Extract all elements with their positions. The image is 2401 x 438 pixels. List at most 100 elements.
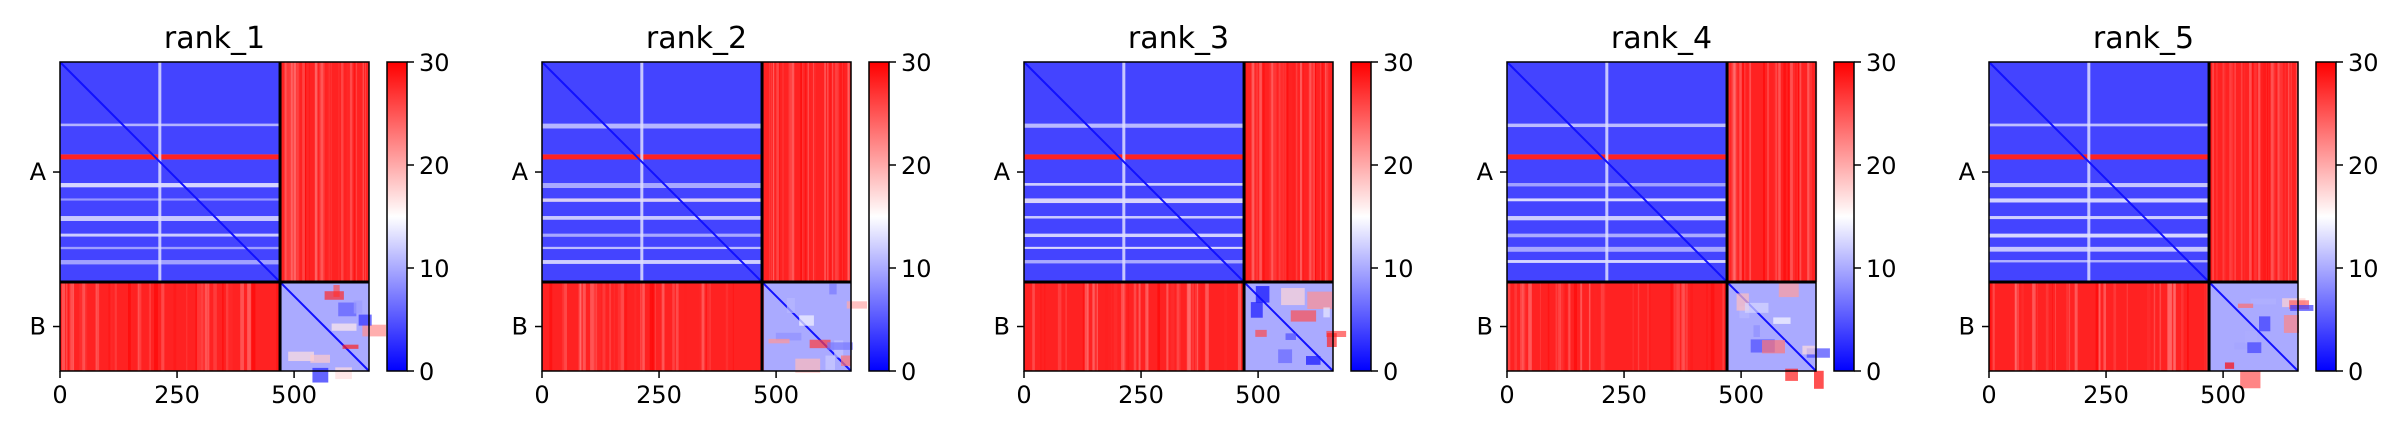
texture-row xyxy=(1507,260,1728,263)
texture-streak xyxy=(2167,282,2169,371)
texture-streak xyxy=(2148,282,2151,371)
texture-row xyxy=(1024,246,1245,249)
texture-patch xyxy=(1778,282,1799,298)
x-tick-label: 0 xyxy=(1016,381,1031,409)
texture-streak xyxy=(582,282,586,371)
texture-streak xyxy=(1258,62,1262,283)
texture-streak xyxy=(829,62,831,283)
colorbar xyxy=(2316,62,2336,371)
diagonal-line xyxy=(1023,61,1334,372)
texture-streak xyxy=(1314,62,1317,283)
heatmap-panel-rank_3: rank_3 0 250 500 A B 0 10 20 30 xyxy=(994,21,1414,409)
texture-streak xyxy=(2210,62,2212,283)
texture-streak xyxy=(649,282,653,371)
texture-patch xyxy=(799,315,814,326)
texture-streak xyxy=(2229,62,2232,283)
texture-streak xyxy=(1205,282,1209,371)
diagonal-line xyxy=(1506,61,1817,372)
texture-streak xyxy=(2269,62,2272,283)
texture-streak xyxy=(1122,282,1126,371)
colorbar-tick-label: 10 xyxy=(419,255,450,283)
texture-streak xyxy=(322,62,325,283)
texture-streak xyxy=(1084,282,1089,371)
texture-patch xyxy=(1305,356,1321,365)
texture-patch xyxy=(331,323,357,331)
colorbar-tick-label: 20 xyxy=(901,152,932,180)
texture-streak xyxy=(1632,282,1634,371)
texture-streak xyxy=(1044,282,1046,371)
texture-streak xyxy=(816,62,818,283)
texture-streak xyxy=(1739,62,1742,283)
texture-streak xyxy=(1308,62,1310,283)
texture-streak xyxy=(2173,282,2176,371)
texture-streak xyxy=(148,282,150,371)
texture-streak xyxy=(2016,282,2019,371)
texture-patch xyxy=(1326,333,1337,348)
texture-streak xyxy=(346,62,349,283)
texture-patch xyxy=(353,300,363,314)
colorbar-frame xyxy=(1350,61,1372,372)
texture-row xyxy=(1989,123,2210,127)
texture-streak xyxy=(1284,62,1287,283)
texture-streak xyxy=(602,282,606,371)
texture-streak xyxy=(204,282,208,371)
texture-streak xyxy=(2287,62,2289,283)
texture-patch xyxy=(335,367,352,380)
texture-streak xyxy=(1573,282,1577,371)
texture-streak xyxy=(2033,282,2036,371)
colorbar xyxy=(1351,62,1371,371)
texture-streak xyxy=(314,62,318,283)
texture-streak xyxy=(288,62,292,283)
texture-row xyxy=(542,260,763,264)
texture-row xyxy=(1024,123,1245,128)
heatmap-panel-rank_2: rank_2 0 250 500 A B 0 10 20 30 xyxy=(512,21,932,409)
texture-streak xyxy=(801,62,804,283)
texture-streak xyxy=(815,62,817,283)
texture-streak xyxy=(2159,282,2162,371)
texture-streak xyxy=(2254,62,2258,283)
texture-streak xyxy=(2068,282,2071,371)
texture-streak xyxy=(843,62,845,283)
texture-streak xyxy=(108,282,110,371)
texture-streak xyxy=(1295,62,1298,283)
texture-streak xyxy=(826,62,829,283)
texture-streak xyxy=(725,282,729,371)
texture-patch xyxy=(2237,303,2254,308)
texture-streak xyxy=(1094,282,1097,371)
texture-streak xyxy=(772,62,775,283)
texture-streak xyxy=(836,62,839,283)
texture-streak xyxy=(61,282,66,371)
colorbar-tick-label: 20 xyxy=(1866,152,1897,180)
texture-streak xyxy=(1558,282,1561,371)
texture-row xyxy=(1024,198,1245,204)
texture-patch xyxy=(1806,348,1830,358)
texture-streak xyxy=(149,282,151,371)
texture-streak xyxy=(1312,62,1316,283)
texture-streak xyxy=(1557,282,1559,371)
texture-streak xyxy=(675,282,679,371)
texture-row xyxy=(60,183,281,188)
texture-streak xyxy=(2126,282,2129,371)
texture-streak xyxy=(1282,62,1285,283)
texture-streak xyxy=(1710,282,1715,371)
texture-streak xyxy=(1082,282,1086,371)
texture-streak xyxy=(1507,282,1511,371)
panels-group: rank_1 0 250 500 A B 0 10 20 30 rank_2 0 250 500 A B 0 10… xyxy=(30,21,2379,409)
texture-streak xyxy=(847,62,850,283)
texture-streak xyxy=(1522,282,1525,371)
texture-streak xyxy=(1096,282,1098,371)
texture-patch xyxy=(1323,307,1330,318)
diagonal-line xyxy=(1988,61,2299,372)
texture-patch xyxy=(846,301,867,309)
texture-streak xyxy=(251,282,256,371)
texture-streak xyxy=(684,282,687,371)
texture-streak xyxy=(1133,282,1137,371)
texture-streak xyxy=(328,62,331,283)
texture-streak xyxy=(1989,282,1993,371)
texture-row xyxy=(1989,183,2210,188)
texture-streak xyxy=(294,62,296,283)
texture-streak xyxy=(2168,282,2173,371)
texture-streak xyxy=(805,62,807,283)
colorbar-frame xyxy=(2315,61,2337,372)
texture-streak xyxy=(207,282,210,371)
